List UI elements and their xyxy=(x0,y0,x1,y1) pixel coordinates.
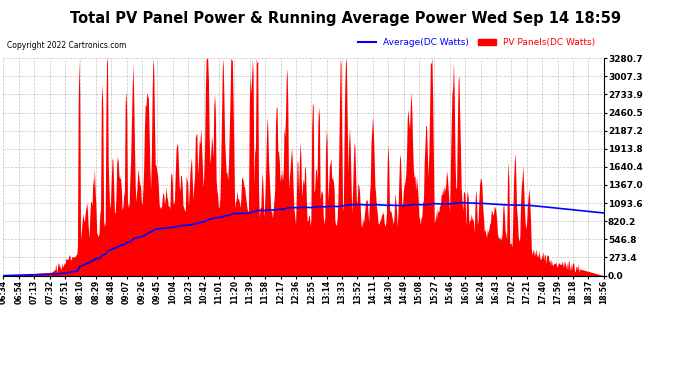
Legend: Average(DC Watts), PV Panels(DC Watts): Average(DC Watts), PV Panels(DC Watts) xyxy=(355,34,599,51)
Text: Total PV Panel Power & Running Average Power Wed Sep 14 18:59: Total PV Panel Power & Running Average P… xyxy=(70,11,620,26)
Text: Copyright 2022 Cartronics.com: Copyright 2022 Cartronics.com xyxy=(7,41,126,50)
